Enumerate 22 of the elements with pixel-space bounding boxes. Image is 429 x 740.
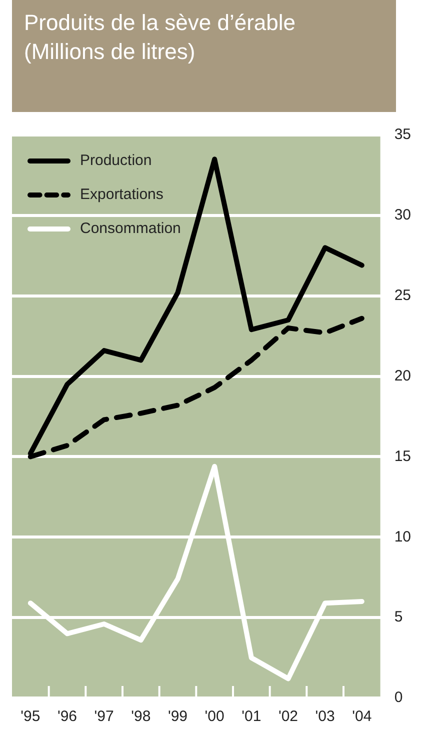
- y-tick-label: 25: [394, 287, 412, 304]
- y-tick-label: 20: [394, 367, 412, 384]
- legend-label: Exportations: [80, 186, 164, 204]
- x-tick-label: '95: [20, 708, 40, 726]
- x-tick-label: '02: [278, 708, 298, 726]
- x-tick-label: '99: [168, 708, 188, 726]
- y-tick-label: 10: [394, 528, 412, 546]
- y-tick-label: 35: [394, 126, 412, 144]
- x-tick-label: '97: [94, 708, 114, 726]
- y-tick-label: 30: [394, 206, 412, 224]
- x-tick-label: '04: [352, 708, 372, 726]
- legend-label: Consommation: [80, 220, 181, 238]
- x-tick-label: '00: [204, 708, 224, 726]
- chart-title: Produits de la sève d’érable (Millions de litres): [12, 0, 396, 112]
- x-tick-label: '03: [315, 708, 335, 726]
- x-tick-label: '96: [57, 708, 78, 726]
- legend-label: Production: [80, 152, 152, 170]
- y-tick-label: 15: [394, 448, 412, 465]
- y-tick-label: 0: [394, 689, 403, 706]
- x-tick-label: '01: [242, 708, 262, 726]
- y-tick-label: 5: [394, 608, 403, 626]
- x-tick-label: '98: [131, 708, 151, 726]
